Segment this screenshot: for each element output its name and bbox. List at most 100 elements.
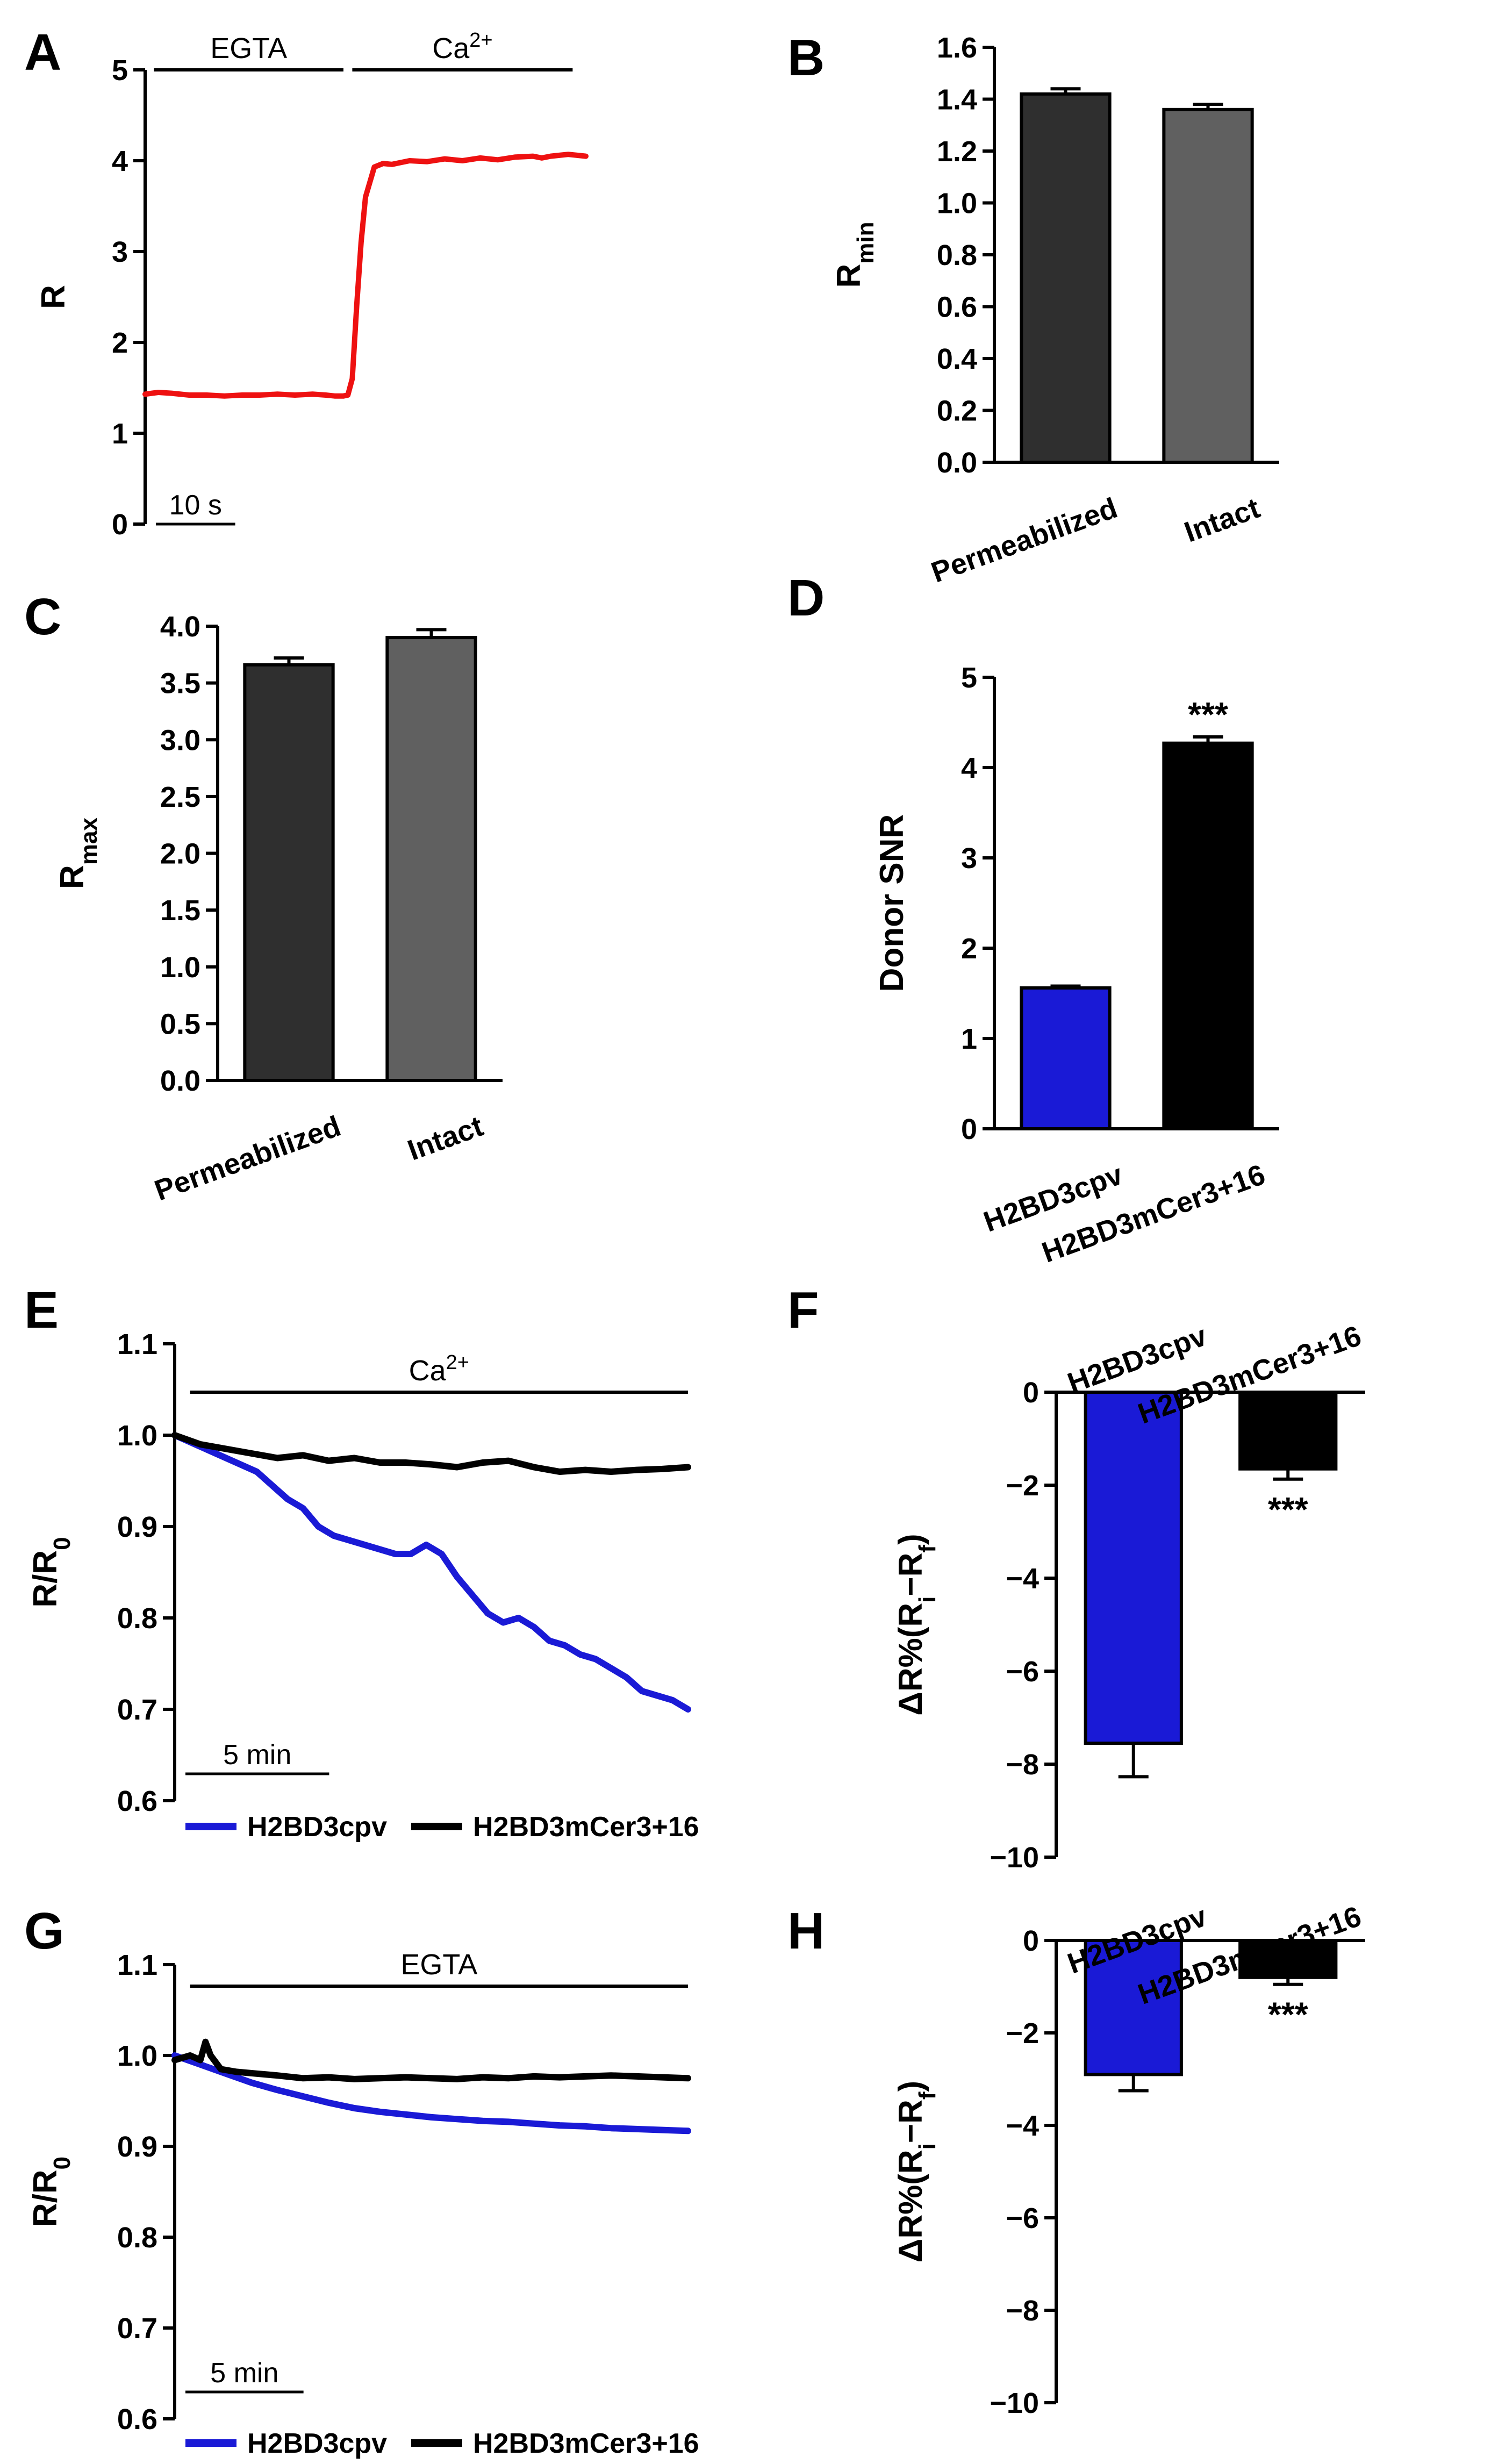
- y-axis-title-sub: i: [914, 2143, 941, 2150]
- y-tick-label-B: 0.2: [937, 395, 977, 427]
- legend-label-E-1: H2BD3mCer3+16: [473, 1811, 699, 1843]
- category-label-C-1: Intact: [404, 1110, 488, 1167]
- bar-D-1: [1162, 741, 1254, 1130]
- condition-label-main: Ca: [432, 32, 470, 65]
- condition-label-A: EGTA: [210, 32, 287, 65]
- y-tick-label-C: 0.5: [160, 1008, 200, 1040]
- significance-D-1: ***: [1188, 695, 1228, 734]
- y-tick-label-B: 1.2: [937, 135, 977, 168]
- bar-F-0: [1084, 1391, 1183, 1745]
- y-axis-title-end: ): [892, 1534, 929, 1545]
- bar-D-0: [1020, 986, 1112, 1131]
- y-axis-title-main: R: [35, 285, 72, 309]
- y-tick-label-G: 1.0: [117, 2040, 157, 2072]
- y-axis-title-D: Donor SNR: [873, 814, 911, 992]
- y-tick-label-G: 0.8: [117, 2222, 157, 2254]
- series-line-A-0: [142, 152, 589, 399]
- y-axis-title-mid: −R: [892, 2100, 929, 2143]
- condition-label-A: Ca2+: [432, 29, 492, 65]
- y-tick-label-A: 5: [112, 54, 128, 87]
- legend-label-G-0: H2BD3cpv: [247, 2428, 387, 2459]
- y-tick-label-F: −2: [1006, 1470, 1039, 1502]
- y-tick-label-C: 3.5: [160, 668, 200, 700]
- y-axis-title-sub2: f: [914, 1545, 941, 1553]
- y-tick-label-E: 0.8: [117, 1602, 157, 1635]
- panel-letter-f: F: [787, 1281, 819, 1339]
- y-tick-label-G: 1.1: [117, 1949, 157, 1981]
- y-axis-title-E: R/R0: [27, 1537, 75, 1607]
- y-tick-label-F: −8: [1006, 1749, 1039, 1781]
- series-line-G-0: [171, 2052, 691, 2134]
- y-axis-title-C: Rmax: [54, 818, 102, 889]
- y-tick-label-H: −2: [1006, 2017, 1039, 2050]
- y-axis-title-H: ΔR%(Ri−Rf): [892, 2081, 941, 2262]
- bar-H-0: [1084, 1939, 1183, 2076]
- y-axis-title-main: R/R: [27, 1550, 64, 1608]
- condition-label-super: 2+: [469, 29, 492, 52]
- y-tick-label-B: 0.6: [937, 291, 977, 324]
- scale-bar-label-A: 10 s: [169, 490, 222, 521]
- y-tick-label-B: 1.0: [937, 188, 977, 220]
- y-tick-label-H: −6: [1006, 2202, 1039, 2234]
- bar-B-1: [1162, 108, 1254, 464]
- y-tick-label-A: 4: [112, 145, 128, 177]
- y-tick-label-C: 0.0: [160, 1065, 200, 1097]
- y-tick-label-C: 1.5: [160, 894, 200, 927]
- y-axis-title-B: Rmin: [830, 221, 879, 288]
- bar-C-0: [243, 663, 335, 1082]
- y-tick-label-E: 0.9: [117, 1511, 157, 1543]
- y-tick-label-A: 1: [112, 418, 128, 450]
- condition-label-G: EGTA: [400, 1949, 477, 1981]
- bar-F-1: [1238, 1391, 1338, 1471]
- y-tick-label-B: 1.4: [937, 84, 977, 116]
- y-axis-title-end: ): [892, 2081, 929, 2092]
- y-axis-title-main: ΔR%(R: [892, 2150, 929, 2262]
- condition-label-main: Ca: [409, 1355, 447, 1387]
- y-tick-label-B: 0.0: [937, 447, 977, 479]
- panel-letter-h: H: [787, 1902, 825, 1960]
- y-axis-title-main: R: [830, 264, 868, 288]
- category-label-C-0: Permeabilized: [150, 1110, 345, 1207]
- y-axis-title-A: R: [35, 285, 72, 309]
- series-line-E-1: [171, 1432, 691, 1475]
- y-tick-label-C: 4.0: [160, 611, 200, 643]
- y-axis-title-sub: 0: [49, 2157, 75, 2169]
- y-tick-label-H: −4: [1006, 2110, 1039, 2142]
- y-tick-label-E: 1.1: [117, 1328, 157, 1360]
- panel-letter-b: B: [787, 29, 825, 87]
- bar-H-1: [1238, 1939, 1338, 1979]
- y-tick-label-F: −10: [990, 1842, 1039, 1874]
- y-tick-label-H: 0: [1023, 1925, 1039, 1957]
- condition-label-super: 2+: [446, 1351, 469, 1374]
- scale-bar-label-G: 5 min: [210, 2358, 278, 2389]
- panel-letter-c: C: [24, 588, 61, 646]
- y-tick-label-F: 0: [1023, 1377, 1039, 1409]
- condition-label-E: Ca2+: [409, 1351, 469, 1387]
- scale-bar-label-E: 5 min: [223, 1739, 291, 1771]
- y-tick-label-G: 0.6: [117, 2403, 157, 2436]
- panel-letter-g: G: [24, 1902, 64, 1960]
- y-axis-title-F: ΔR%(Ri−Rf): [892, 1534, 941, 1715]
- y-axis-title-sub: max: [76, 818, 102, 865]
- y-tick-label-F: −6: [1006, 1656, 1039, 1688]
- y-tick-label-D: 4: [961, 752, 977, 784]
- y-tick-label-G: 0.9: [117, 2131, 157, 2163]
- y-tick-label-A: 0: [112, 508, 128, 541]
- significance-F-1: ***: [1268, 1490, 1308, 1529]
- y-axis-title-sub2: f: [914, 2091, 941, 2100]
- series-line-G-1: [171, 2038, 691, 2082]
- y-tick-label-D: 0: [961, 1113, 977, 1145]
- y-axis-title-sub: i: [914, 1596, 941, 1603]
- y-tick-label-C: 3.0: [160, 724, 200, 756]
- bar-C-1: [385, 636, 477, 1082]
- y-axis-title-sub: min: [852, 221, 879, 263]
- panel-letter-a: A: [24, 24, 61, 81]
- y-tick-label-D: 5: [961, 662, 977, 694]
- y-tick-label-H: −8: [1006, 2295, 1039, 2327]
- y-axis-title-main: R/R: [27, 2169, 64, 2227]
- series-line-E-0: [171, 1432, 691, 1713]
- y-axis-title-main: R: [54, 865, 91, 889]
- y-axis-title-main: ΔR%(R: [892, 1603, 929, 1716]
- significance-H-1: ***: [1268, 1995, 1308, 2034]
